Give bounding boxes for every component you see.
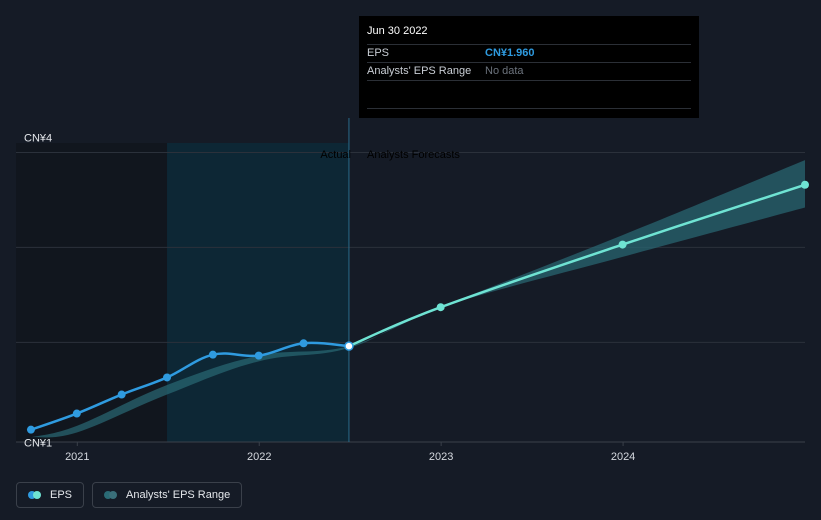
x-tick-label-2: 2023 xyxy=(429,451,453,463)
series-1-point-2 xyxy=(618,240,627,249)
series-lines-layer xyxy=(29,183,807,431)
eps-range-legend-icon xyxy=(104,491,120,499)
chart-legend: EPS Analysts' EPS Range xyxy=(16,482,243,508)
series-line-1 xyxy=(347,183,807,348)
series-0-point-5 xyxy=(254,351,263,360)
tooltip-range-value: No data xyxy=(485,65,524,77)
series-0-point-7 xyxy=(344,341,354,351)
forecast-region-label: Analysts Forecasts xyxy=(367,149,460,161)
tooltip-divider xyxy=(367,108,691,109)
tooltip-range-row: Analysts' EPS Range No data xyxy=(367,63,691,81)
chart-background-layer xyxy=(16,143,349,442)
x-tick-label-0: 2021 xyxy=(65,451,89,463)
tooltip-eps-value: CN¥1.960 xyxy=(485,47,535,59)
actual-region-label: Actual xyxy=(320,149,351,161)
eps-range-band xyxy=(30,160,805,438)
series-0-point-2 xyxy=(117,390,126,399)
highlight-period-band xyxy=(167,143,349,442)
series-1-point-1 xyxy=(436,303,445,312)
tooltip-eps-row: EPS CN¥1.960 xyxy=(367,45,691,63)
series-1-point-3 xyxy=(801,180,809,189)
series-0-point-4 xyxy=(208,350,217,359)
series-0-point-0 xyxy=(26,425,35,434)
tooltip-range-label: Analysts' EPS Range xyxy=(367,65,472,77)
legend-item-eps-range[interactable]: Analysts' EPS Range xyxy=(92,482,243,508)
eps-legend-icon xyxy=(28,491,44,499)
tooltip-date: Jun 30 2022 xyxy=(367,24,691,45)
gridlines xyxy=(16,118,805,443)
axis-labels-layer: 2021 2022 2023 2024 CN¥4 CN¥1 xyxy=(24,132,635,463)
series-points-layer xyxy=(26,180,809,434)
series-0-point-1 xyxy=(72,409,81,418)
hover-tooltip: Jun 30 2022 EPS CN¥1.960 Analysts' EPS R… xyxy=(359,16,699,118)
eps-range-band-layer xyxy=(30,160,805,438)
series-0-point-6 xyxy=(299,339,308,348)
legend-eps-label: EPS xyxy=(50,489,73,501)
x-tick-label-3: 2024 xyxy=(611,451,635,463)
x-tick-label-1: 2022 xyxy=(247,451,271,463)
y-tick-label-0: CN¥4 xyxy=(24,132,52,144)
y-tick-label-1: CN¥1 xyxy=(24,437,52,449)
legend-range-label: Analysts' EPS Range xyxy=(126,489,231,501)
series-line-0 xyxy=(29,341,351,431)
tooltip-eps-label: EPS xyxy=(367,47,390,59)
series-0-point-3 xyxy=(163,373,172,382)
legend-item-eps[interactable]: EPS xyxy=(16,482,85,508)
